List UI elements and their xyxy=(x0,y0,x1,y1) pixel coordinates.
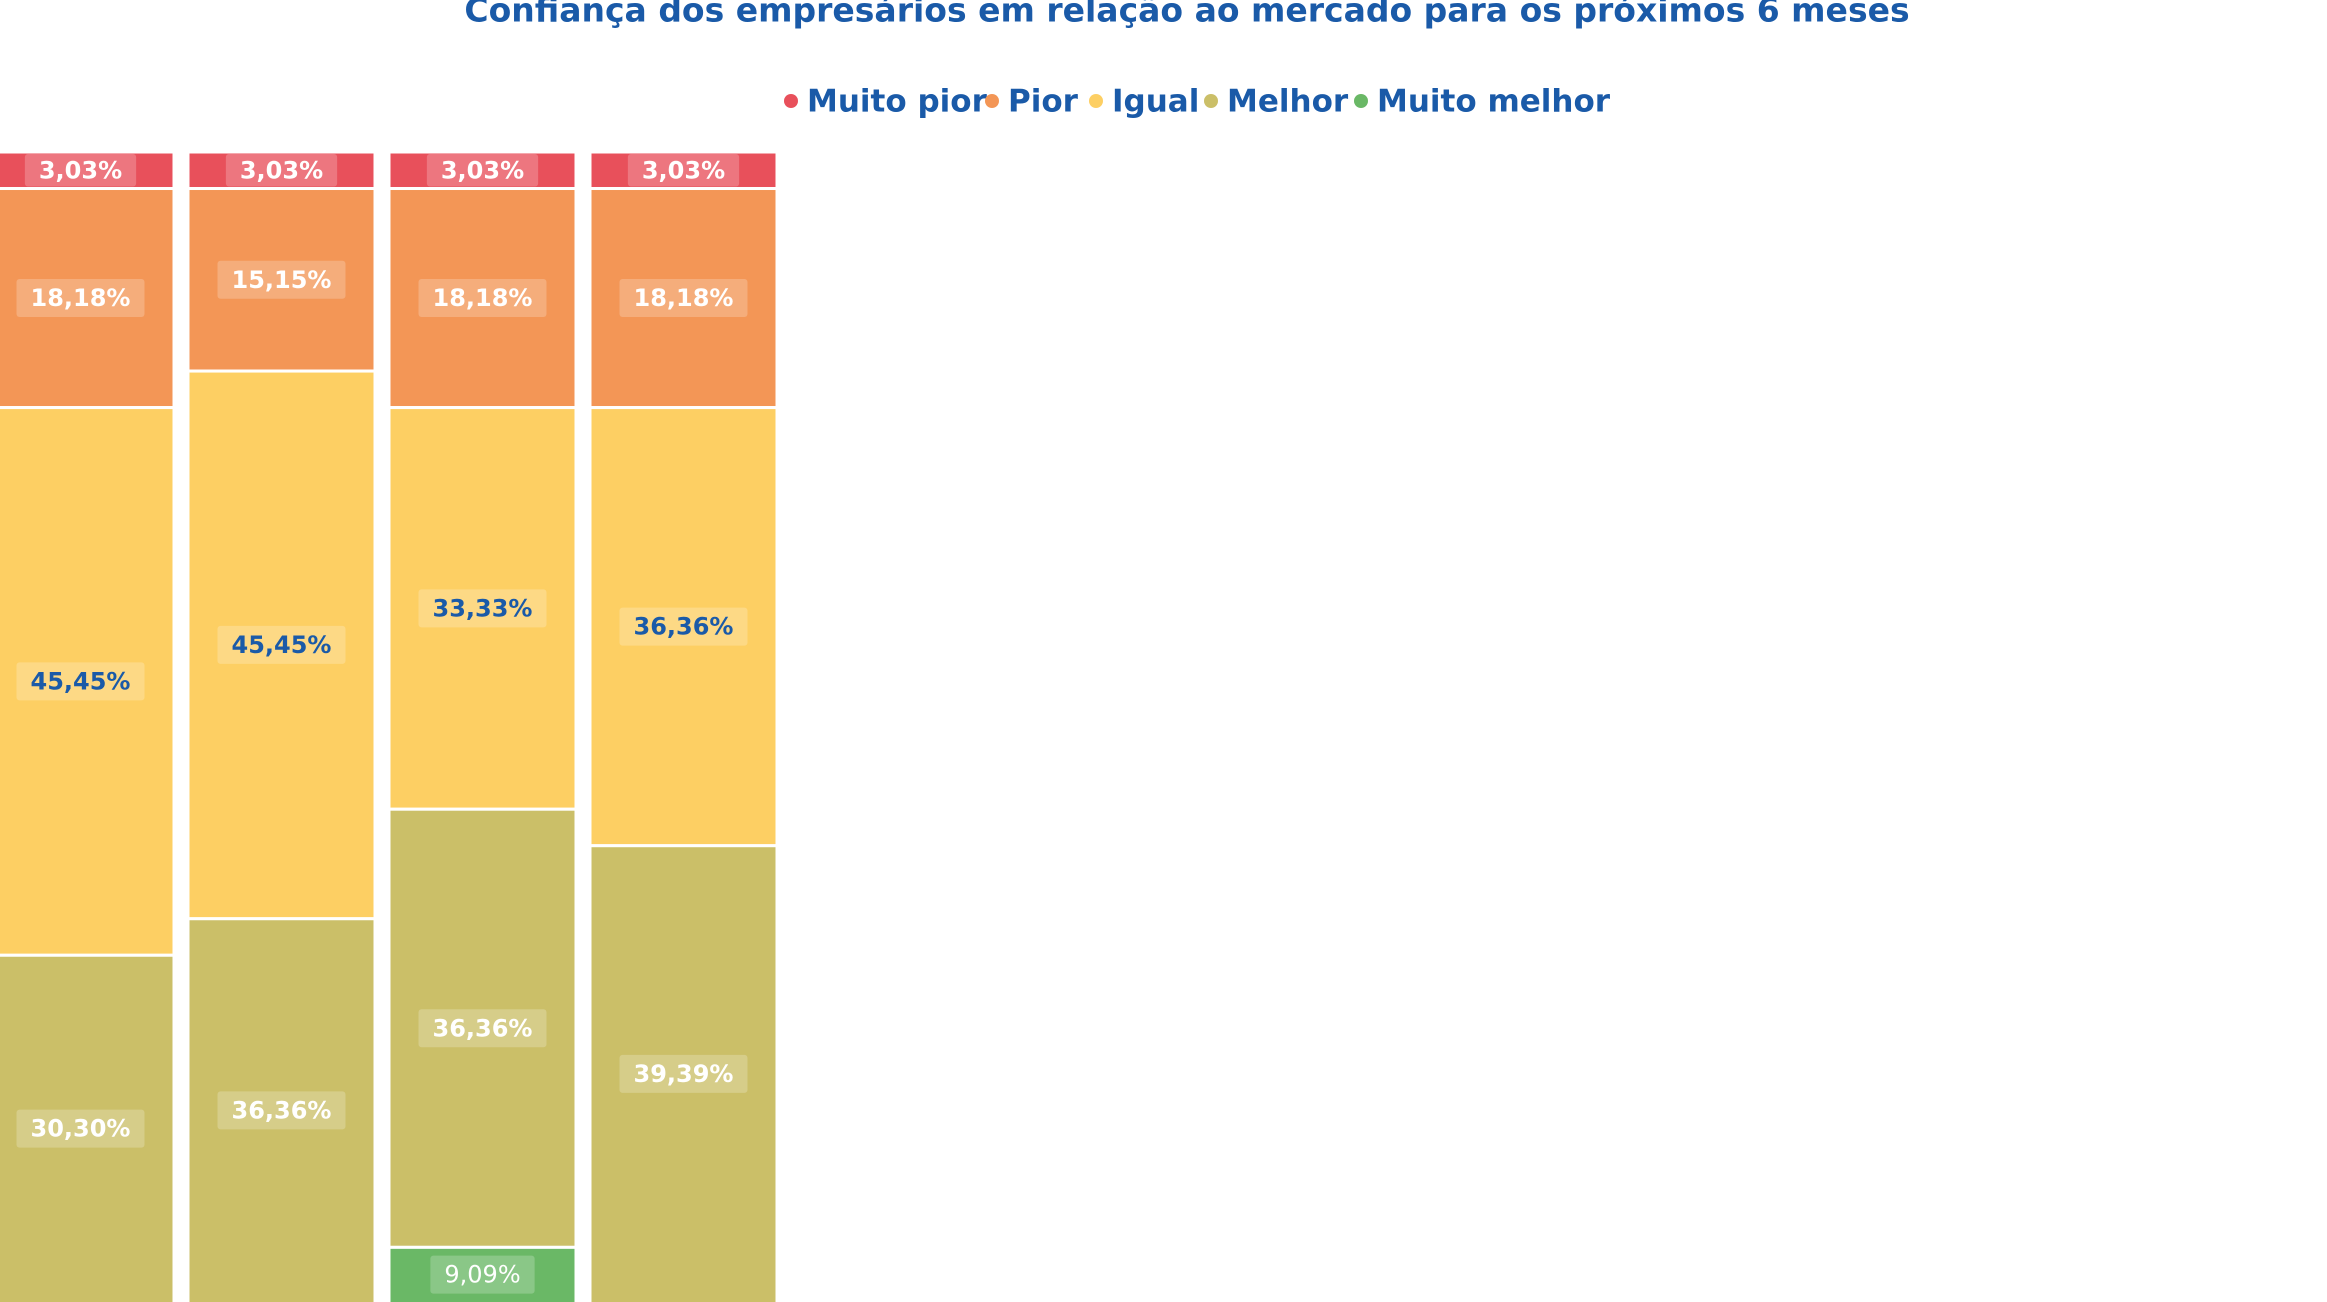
data-label: 33,33% xyxy=(433,594,533,622)
bar-segment xyxy=(0,406,176,957)
legend-swatch xyxy=(1354,94,1368,108)
label-background xyxy=(619,1054,748,1093)
legend-label: Muito melhor xyxy=(1377,84,1611,120)
legend-label: Pior xyxy=(1008,84,1079,120)
label-background xyxy=(16,662,145,701)
data-label: 18,18% xyxy=(433,284,533,312)
bar-segment xyxy=(387,406,578,811)
label-background xyxy=(217,1091,346,1130)
data-label: 36,36% xyxy=(433,1014,533,1042)
bar-segment xyxy=(186,187,377,373)
legend-swatch xyxy=(985,94,999,108)
legend-label: Igual xyxy=(1112,84,1199,120)
data-label: 3,03% xyxy=(39,156,122,184)
label-background xyxy=(16,279,145,318)
label-background xyxy=(217,260,346,299)
data-label: 18,18% xyxy=(634,284,734,312)
data-label: 39,39% xyxy=(634,1060,734,1088)
bar-segment xyxy=(588,844,779,1302)
bar-segment xyxy=(0,953,176,1302)
data-label: 30,30% xyxy=(31,1115,131,1143)
label-background xyxy=(418,279,547,318)
bar-segment xyxy=(0,187,176,410)
label-background xyxy=(217,625,346,664)
bar-segment xyxy=(186,369,377,921)
label-background xyxy=(619,279,748,318)
label-background xyxy=(418,1009,547,1048)
label-background xyxy=(426,154,539,187)
bar-segment xyxy=(186,150,377,191)
data-label: 36,36% xyxy=(634,613,734,641)
bar-segment xyxy=(588,187,779,410)
legend-swatch xyxy=(1204,94,1218,108)
label-background xyxy=(16,1109,145,1148)
data-label: 45,45% xyxy=(31,667,131,695)
bar-segment xyxy=(387,150,578,191)
legend-label: Muito pior xyxy=(807,84,988,120)
data-label: 3,03% xyxy=(240,156,323,184)
bar-segment xyxy=(186,917,377,1302)
legend-swatch xyxy=(784,94,798,108)
label-background xyxy=(627,154,740,187)
data-label: 45,45% xyxy=(232,631,332,659)
data-label: 18,18% xyxy=(31,284,131,312)
legend-swatch xyxy=(1089,94,1103,108)
data-label: 3,03% xyxy=(642,156,725,184)
label-background xyxy=(430,1255,535,1294)
data-label: 3,03% xyxy=(441,156,524,184)
chart-title: Confiança dos empresários em relação ao … xyxy=(464,0,1909,30)
legend-label: Melhor xyxy=(1227,84,1349,120)
bar-segment xyxy=(588,406,779,848)
label-background xyxy=(225,154,338,187)
data-label: 9,09% xyxy=(444,1261,520,1289)
data-label: 15,15% xyxy=(232,266,332,294)
data-label: 36,36% xyxy=(232,1096,332,1124)
label-background xyxy=(24,154,137,187)
bar-segment xyxy=(387,1245,578,1302)
label-background xyxy=(619,607,748,646)
label-background xyxy=(418,589,547,628)
